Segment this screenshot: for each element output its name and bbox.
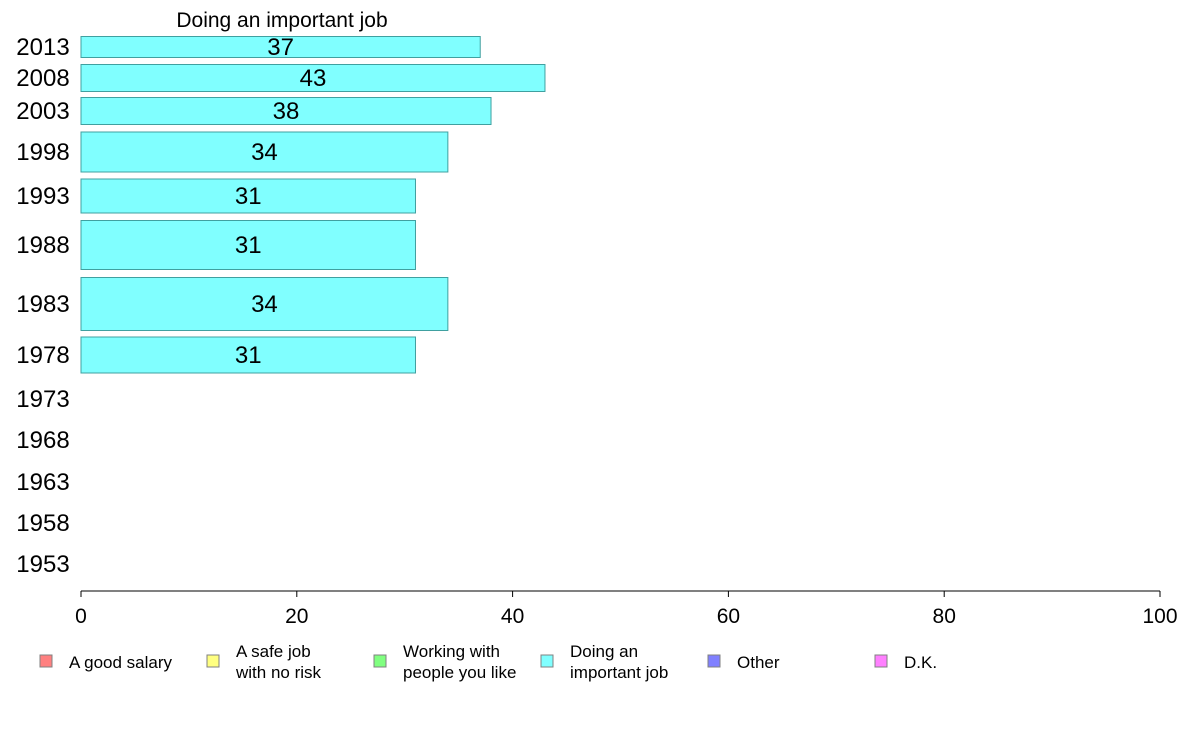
category-label: 1998 xyxy=(16,139,69,166)
category-label: 2003 xyxy=(16,98,69,125)
category-label: 1983 xyxy=(16,291,69,318)
legend-swatch xyxy=(874,654,888,668)
bar xyxy=(80,36,481,58)
data-label: 31 xyxy=(235,232,262,259)
data-label: 38 xyxy=(273,98,300,125)
bar xyxy=(80,336,416,374)
x-tick-label: 20 xyxy=(285,605,308,628)
legend-label: A safe job xyxy=(236,642,311,661)
legend-label: with no risk xyxy=(235,663,322,682)
category-label: 1963 xyxy=(16,469,69,496)
legend-swatch xyxy=(39,654,53,668)
x-tick-label: 100 xyxy=(1142,605,1177,628)
x-tick-label: 40 xyxy=(501,605,524,628)
category-labels: 2013 2008 2003 1998 1993 1988 1983 1978 1973 1968… xyxy=(16,34,69,578)
category-label: 2013 xyxy=(16,34,69,61)
bar xyxy=(80,64,546,92)
category-label: 1973 xyxy=(16,386,69,413)
legend-label: important job xyxy=(570,663,668,682)
category-label: 1988 xyxy=(16,232,69,259)
legend-label: people you like xyxy=(403,663,516,682)
x-tick-label: 80 xyxy=(933,605,956,628)
bar xyxy=(80,220,416,270)
category-label: 1978 xyxy=(16,342,69,369)
bar xyxy=(80,97,492,125)
data-label: 37 xyxy=(267,34,294,61)
legend-label: Working with xyxy=(403,642,500,661)
x-tick-label: 0 xyxy=(75,605,87,628)
data-label: 34 xyxy=(251,139,278,166)
bar xyxy=(80,277,449,331)
x-axis: 0 20 40 60 80 100 xyxy=(75,590,1178,628)
legend-label: A good salary xyxy=(69,653,173,672)
chart-title: Doing an important job xyxy=(176,9,387,32)
legend-label: D.K. xyxy=(904,653,937,672)
bar xyxy=(80,131,449,173)
category-label: 1968 xyxy=(16,427,69,454)
data-label: 43 xyxy=(300,65,327,92)
legend-swatch xyxy=(707,654,721,668)
legend-swatch xyxy=(373,654,387,668)
category-label: 1953 xyxy=(16,551,69,578)
legend: A good salary A safe job with no risk Worki… xyxy=(39,642,937,682)
category-label: 1993 xyxy=(16,183,69,210)
legend-label: Other xyxy=(737,653,780,672)
category-label: 2008 xyxy=(16,65,69,92)
legend-label: Doing an xyxy=(570,642,638,661)
x-tick-label: 60 xyxy=(717,605,740,628)
data-label: 31 xyxy=(235,183,262,210)
legend-swatch xyxy=(540,654,554,668)
bar xyxy=(80,178,416,214)
legend-swatch xyxy=(206,654,220,668)
category-label: 1958 xyxy=(16,510,69,537)
data-label: 31 xyxy=(235,342,262,369)
data-label: 34 xyxy=(251,291,278,318)
